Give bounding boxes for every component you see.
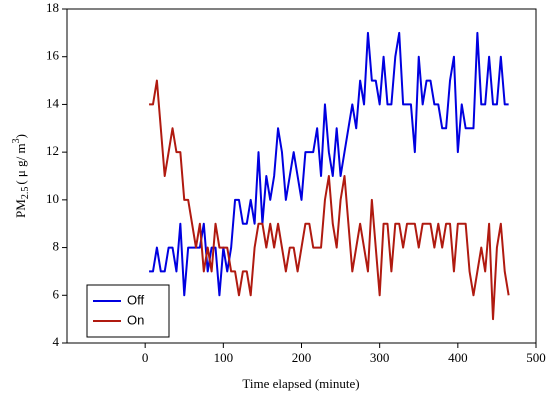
x-tick-label: 400 [448, 350, 468, 365]
x-tick-label: 100 [214, 350, 234, 365]
legend: Off On [86, 284, 170, 338]
series-line [149, 31, 509, 297]
x-tick-label: 500 [526, 350, 546, 365]
y-label-rest: ( μ g/ m [13, 143, 28, 184]
y-tick-label: 6 [53, 286, 60, 301]
y-label-sub: 2.5 [20, 187, 31, 200]
y-tick-label: 8 [53, 239, 60, 254]
y-label-end: ) [13, 134, 28, 138]
x-tick-label: 200 [292, 350, 312, 365]
y-tick-label: 12 [46, 143, 59, 158]
legend-box [86, 284, 170, 338]
x-tick-label: 300 [370, 350, 390, 365]
y-tick-label: 4 [53, 334, 60, 349]
legend-label: On [127, 312, 144, 327]
y-label-main: PM [13, 199, 28, 218]
y-label-sup: 3 [11, 138, 22, 143]
x-axis-label: Time elapsed (minute) [242, 376, 359, 391]
legend-label: Off [127, 292, 144, 307]
y-tick-label: 16 [46, 48, 60, 63]
y-axis-label: PM2.5 ( μ g/ m3) [11, 134, 31, 218]
y-tick-label: 14 [46, 95, 60, 110]
series-line [149, 79, 510, 321]
y-tick-label: 10 [46, 191, 59, 206]
y-tick-label: 18 [46, 0, 59, 15]
x-tick-label: 0 [142, 350, 149, 365]
